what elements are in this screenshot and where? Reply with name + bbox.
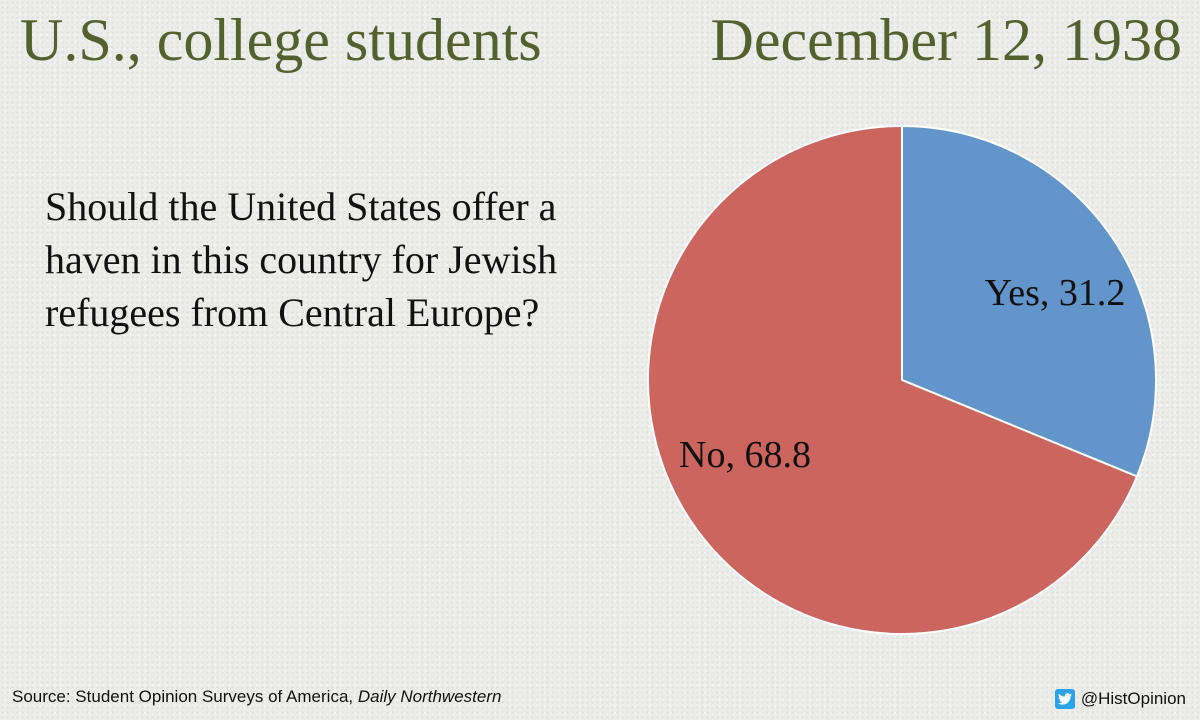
handle-text: @HistOpinion xyxy=(1080,689,1186,708)
source-prefix: Source: Student Opinion Surveys of Ameri… xyxy=(12,687,358,706)
twitter-handle[interactable]: @HistOpinion xyxy=(1054,689,1186,709)
pie-slice-1 xyxy=(647,124,1139,635)
pie-label-0: Yes, 31.2 xyxy=(985,272,1126,314)
header-title-date: December 12, 1938 xyxy=(710,7,1182,73)
twitter-bird-icon xyxy=(1054,689,1075,709)
pie-label-1: No, 68.8 xyxy=(679,434,811,476)
source-publication: Daily Northwestern xyxy=(357,687,502,706)
survey-question: Should the United States offer a haven i… xyxy=(45,184,558,335)
source-citation: Source: Student Opinion Surveys of Ameri… xyxy=(12,687,501,707)
pie-slice-0 xyxy=(901,124,1157,478)
header-title-left: U.S., college students xyxy=(20,7,542,73)
